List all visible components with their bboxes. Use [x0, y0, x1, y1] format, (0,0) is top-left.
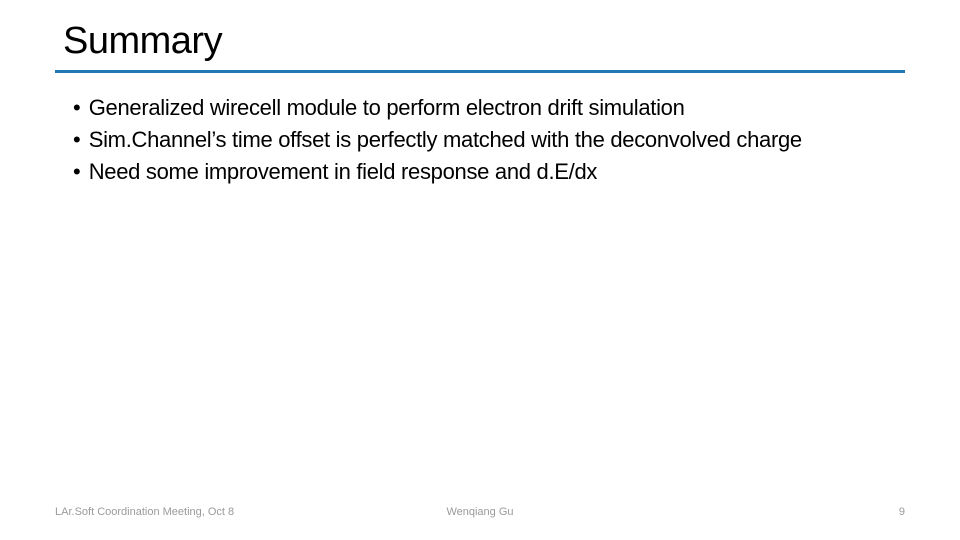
bullet-item: • Generalized wirecell module to perform…	[73, 93, 905, 123]
slide: Summary • Generalized wirecell module to…	[0, 0, 960, 540]
bullet-dot-icon: •	[73, 157, 81, 187]
content-area: • Generalized wirecell module to perform…	[55, 93, 905, 187]
footer-center: Wenqiang Gu	[338, 506, 621, 518]
footer-left: LAr.Soft Coordination Meeting, Oct 8	[55, 506, 338, 518]
bullet-item: • Sim.Channel’s time offset is perfectly…	[73, 125, 905, 155]
bullet-text: Sim.Channel’s time offset is perfectly m…	[89, 125, 802, 155]
bullet-dot-icon: •	[73, 125, 81, 155]
slide-title: Summary	[63, 20, 905, 67]
bullet-text: Generalized wirecell module to perform e…	[89, 93, 685, 123]
footer-page-number: 9	[622, 506, 905, 518]
bullet-dot-icon: •	[73, 93, 81, 123]
title-underline	[55, 70, 905, 73]
footer: LAr.Soft Coordination Meeting, Oct 8 Wen…	[0, 506, 960, 518]
bullet-text: Need some improvement in field response …	[89, 157, 597, 187]
bullet-item: • Need some improvement in field respons…	[73, 157, 905, 187]
